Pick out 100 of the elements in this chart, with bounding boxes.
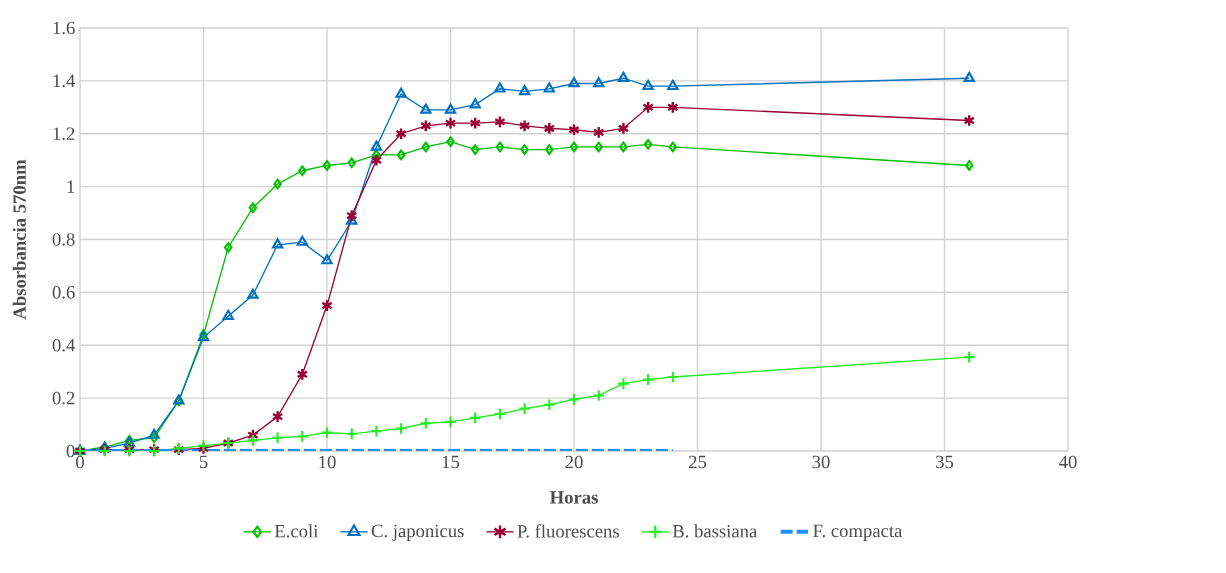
point <box>963 71 975 82</box>
point <box>394 422 408 435</box>
y-tick-label: 1.6 <box>53 21 75 35</box>
point <box>518 402 532 416</box>
point <box>619 141 628 153</box>
point <box>149 432 159 444</box>
x-tick-label: 30 <box>812 455 830 469</box>
x-tick-label: 5 <box>199 455 208 469</box>
point <box>642 100 654 114</box>
point <box>271 238 284 249</box>
point <box>370 153 383 167</box>
point <box>271 431 285 445</box>
point <box>322 160 332 171</box>
x-tick-label: 15 <box>442 455 460 469</box>
x-axis-title: Horas <box>549 491 598 504</box>
point <box>321 254 333 265</box>
point <box>518 85 531 96</box>
point <box>592 125 605 139</box>
point <box>248 202 258 214</box>
point <box>347 157 356 169</box>
point <box>667 79 679 90</box>
point <box>964 160 974 171</box>
point <box>247 428 259 442</box>
point <box>593 77 605 88</box>
point <box>666 100 679 114</box>
point <box>446 136 455 148</box>
point <box>494 115 506 129</box>
point <box>617 121 630 135</box>
point <box>592 389 606 402</box>
point <box>962 350 976 364</box>
point <box>543 121 556 135</box>
point <box>495 141 505 153</box>
point <box>345 209 358 223</box>
point <box>568 123 580 137</box>
point <box>370 140 383 151</box>
point <box>666 370 680 384</box>
point <box>543 82 555 93</box>
point <box>321 299 333 313</box>
point <box>545 144 554 155</box>
point <box>246 434 260 447</box>
point <box>520 144 529 155</box>
point <box>370 424 383 438</box>
point <box>468 411 482 425</box>
point <box>643 138 653 150</box>
point <box>617 377 630 390</box>
y-tick-label: 0 <box>66 444 75 458</box>
y-axis-title: Absorbancia 570nm <box>12 159 26 320</box>
point <box>569 141 579 153</box>
legend-label: E.coli <box>274 524 319 538</box>
x-tick-label: 20 <box>565 455 583 469</box>
point <box>295 430 309 443</box>
point <box>396 149 406 161</box>
point <box>594 141 603 153</box>
point <box>542 398 556 412</box>
point <box>444 116 457 130</box>
y-tick-label: 1.4 <box>53 74 76 88</box>
point <box>493 407 507 421</box>
point <box>273 178 282 190</box>
point <box>420 103 432 114</box>
point <box>617 71 630 82</box>
y-tick-label: 1 <box>67 180 75 193</box>
point <box>320 426 334 439</box>
point <box>421 141 431 153</box>
legend-label: F. compacta <box>813 524 903 541</box>
point <box>567 393 581 406</box>
point <box>148 428 160 439</box>
point <box>568 77 580 88</box>
y-tick-label: 0.8 <box>52 233 75 246</box>
point <box>395 87 407 98</box>
point <box>444 103 457 114</box>
legend-label: C. japonicus <box>371 524 464 541</box>
point <box>395 127 407 141</box>
point <box>444 415 457 429</box>
point <box>419 416 433 430</box>
y-tick-label: 1.2 <box>53 127 75 141</box>
x-tick-label: 35 <box>936 455 954 469</box>
y-tick-label: 0.6 <box>52 286 75 299</box>
x-tick-label: 40 <box>1059 455 1077 469</box>
legend-label: B. bassiana <box>672 524 758 538</box>
point <box>296 367 309 381</box>
point <box>494 82 506 93</box>
point <box>470 144 480 155</box>
point <box>296 235 308 246</box>
point <box>963 113 976 128</box>
point <box>419 119 432 133</box>
point <box>518 119 531 133</box>
point <box>298 165 307 177</box>
point <box>642 79 654 90</box>
point <box>271 410 284 424</box>
point <box>668 141 678 153</box>
point <box>469 116 482 130</box>
point <box>223 242 233 253</box>
y-tick-label: 0.2 <box>52 391 75 405</box>
x-tick-label: 10 <box>319 455 336 469</box>
point <box>247 288 259 299</box>
point <box>222 309 234 320</box>
y-tick-label: 0.4 <box>52 338 76 352</box>
point <box>345 427 359 441</box>
legend-label: P. fluorescens <box>517 524 619 538</box>
point <box>469 98 481 109</box>
